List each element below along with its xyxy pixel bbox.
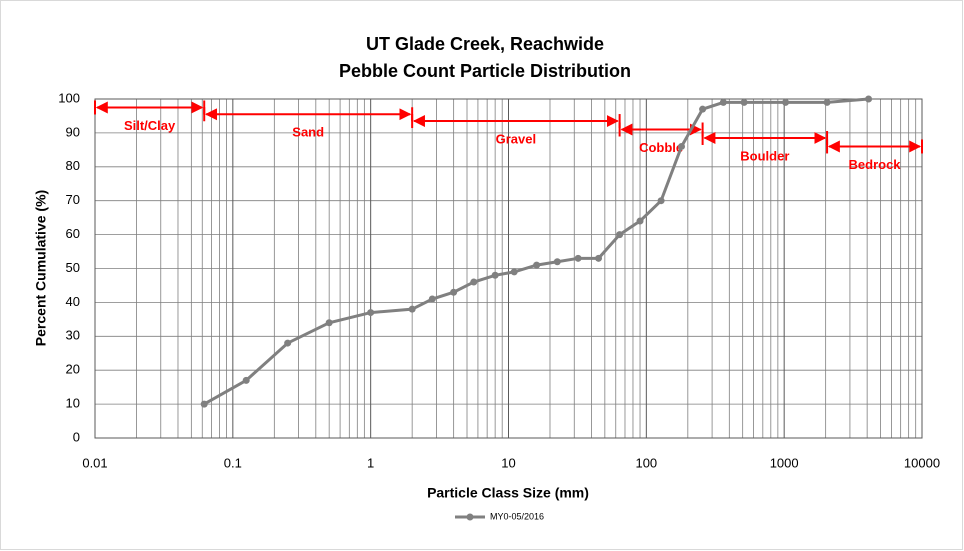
data-point [510,268,518,276]
annotation-label: Boulder [740,148,789,163]
annotation-label: Silt/Clay [124,118,176,133]
y-axis-label: Percent Cumulative (%) [33,190,49,346]
data-point [428,295,436,303]
data-point [284,339,292,347]
legend-label: MY0-05/2016 [490,511,544,521]
data-point [678,142,686,150]
data-point [657,197,665,205]
data-point [408,305,416,313]
x-tick-label: 0.01 [82,455,107,470]
data-point [491,271,499,279]
data-point [823,98,831,106]
x-tick-label: 100 [635,455,657,470]
y-tick-label: 80 [66,158,80,173]
legend-swatch [466,513,474,521]
y-tick-label: 30 [66,328,80,343]
data-point [636,217,644,225]
data-point [740,98,748,106]
data-point [450,288,458,296]
data-point [595,254,603,262]
y-tick-label: 10 [66,396,80,411]
data-point [865,95,873,103]
data-point [699,105,707,113]
data-point [719,98,727,106]
chart-title: UT Glade Creek, Reachwide [366,34,604,54]
x-tick-label: 10 [501,455,515,470]
x-axis-label: Particle Class Size (mm) [427,485,589,501]
data-point [470,278,478,286]
data-point [200,400,208,408]
x-tick-label: 1000 [770,455,799,470]
y-tick-label: 40 [66,294,80,309]
y-tick-label: 50 [66,260,80,275]
data-point [782,98,790,106]
data-point [553,258,561,266]
y-tick-label: 20 [66,362,80,377]
y-tick-label: 100 [58,90,80,105]
annotation-label: Bedrock [849,157,902,172]
annotation-label: Sand [292,125,324,140]
annotation-label: Gravel [496,131,536,146]
data-point [616,231,624,239]
x-tick-label: 1 [367,455,374,470]
data-point [367,309,375,317]
data-point [242,376,250,384]
y-tick-label: 60 [66,226,80,241]
data-point [325,319,333,327]
x-tick-label: 10000 [904,455,940,470]
y-tick-label: 90 [66,124,80,139]
plot-border [94,98,923,439]
annotation-label: Cobble [639,140,683,155]
x-tick-label: 0.1 [224,455,242,470]
y-tick-label: 70 [66,192,80,207]
data-point [574,254,582,262]
chart-title: Pebble Count Particle Distribution [339,61,631,81]
y-tick-label: 0 [73,429,80,444]
data-point [533,261,541,269]
